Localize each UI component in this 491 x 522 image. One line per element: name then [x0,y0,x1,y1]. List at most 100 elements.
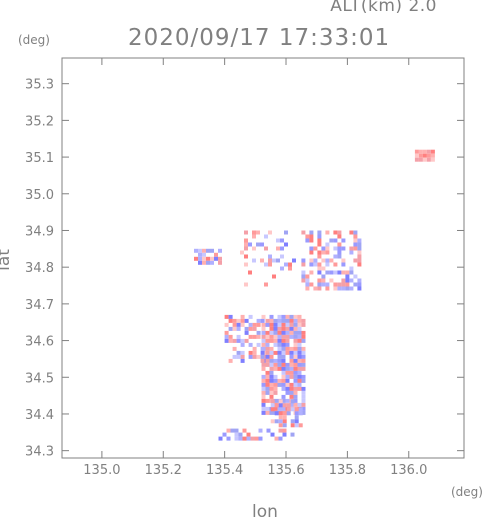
data-cell [248,342,253,347]
data-cell [265,318,270,323]
data-cell [305,282,310,287]
data-cell [270,432,275,437]
data-cell [305,238,310,243]
data-cell [333,286,338,291]
data-cell [244,246,248,251]
data-cell [345,278,350,283]
data-cell [269,334,274,339]
data-cell [301,406,306,411]
data-cell [294,419,299,424]
data-cell [297,382,302,387]
data-cell [264,262,268,267]
data-cell [353,274,358,279]
data-cell [284,262,288,267]
data-cell [244,254,248,259]
data-cell [252,234,256,239]
data-cell [202,256,206,261]
data-cell [288,262,292,267]
data-cell [289,382,294,387]
data-cell [309,230,314,235]
data-cell [317,262,322,267]
data-cell [269,350,274,355]
data-cell [248,322,253,327]
data-cell [265,346,270,351]
data-cell [430,149,435,154]
data-cell [418,157,423,162]
data-cell [284,242,288,247]
data-cell [301,378,306,383]
data-cell [285,386,290,391]
data-cell [278,436,283,441]
data-cell [261,374,266,379]
data-cell [265,370,270,375]
data-cell [240,354,245,359]
plot-frame [61,57,465,459]
data-cell [281,334,286,339]
data-cell [278,423,283,428]
data-cell [357,278,362,283]
data-cell [309,258,314,263]
data-cell [333,238,338,243]
data-cell [292,258,296,263]
data-cell [337,250,342,255]
data-cell [236,326,241,331]
data-cell [317,254,322,259]
data-cell [289,334,294,339]
data-cell [293,318,298,323]
data-cell [309,250,314,255]
x-axis-label: lon [252,502,278,522]
data-cell [232,346,237,351]
data-cell [349,266,354,271]
data-cell [285,390,290,395]
data-cell [261,366,266,371]
data-cell [325,270,330,275]
data-cell [281,322,286,327]
data-cell [293,358,298,363]
data-cell [248,354,253,359]
data-cell [236,338,241,343]
data-cell [244,318,249,323]
data-cell [261,338,266,343]
data-cell [265,322,270,327]
data-cell [261,402,266,407]
data-cell [261,378,266,383]
data-cell [214,252,218,257]
data-cell [297,346,302,351]
data-cell [349,286,354,291]
data-cell [269,410,274,415]
data-cell [281,386,286,391]
data-cell [289,322,294,327]
data-cell [236,322,241,327]
data-cell [252,322,257,327]
data-cell [426,153,431,158]
data-cell [252,326,257,331]
data-cell [285,346,290,351]
data-cell [341,282,346,287]
data-cell [297,330,302,335]
x-tick-label: 135.4 [206,463,243,478]
data-cell [234,436,239,441]
x-tick-label: 135.6 [267,463,304,478]
data-cell [297,354,302,359]
data-cell [282,411,287,416]
data-cell [281,338,286,343]
data-cell [269,366,274,371]
data-cell [289,394,294,399]
x-tick-label: 135.2 [145,463,182,478]
data-cell [285,314,290,319]
data-cell [250,436,255,441]
data-cell [261,322,266,327]
data-cell [281,314,286,319]
data-cell [277,330,282,335]
data-cell [269,318,274,323]
data-cell [269,378,274,383]
data-cell [248,270,252,275]
data-cell [333,230,338,235]
data-cell [269,338,274,343]
data-cell [317,234,322,239]
data-cell [228,318,233,323]
data-cell [353,282,358,287]
data-cell [297,338,302,343]
data-cell [282,423,287,428]
data-cell [242,436,247,441]
